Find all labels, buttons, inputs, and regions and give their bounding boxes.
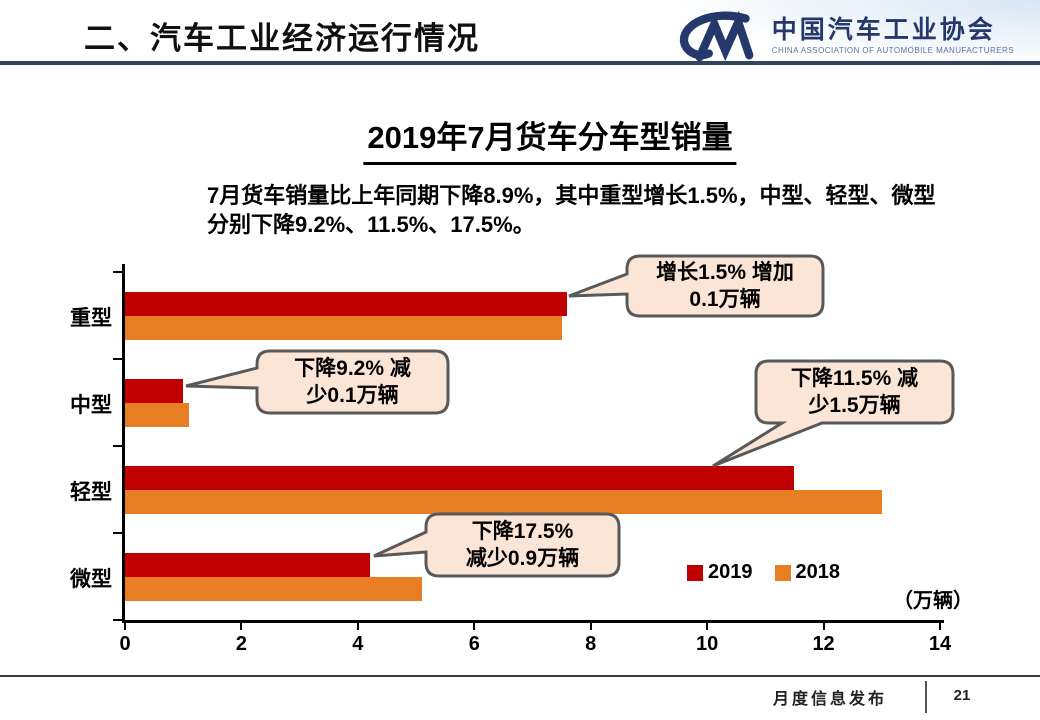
summary-text: 7月货车销量比上年同期下降8.9%，其中重型增长1.5%，中型、轻型、微型分别下… xyxy=(207,183,936,237)
page-title: 二、汽车工业经济运行情况 xyxy=(84,21,480,56)
x-axis-tick xyxy=(240,623,243,630)
legend-swatch-2018 xyxy=(774,564,791,581)
category-label-轻型: 轻型 xyxy=(70,480,112,504)
bar-轻型-2019 xyxy=(125,465,795,490)
legend-item-2019: 2019 xyxy=(687,561,753,584)
x-tick-label: 0 xyxy=(119,633,131,655)
x-axis-line xyxy=(122,620,944,623)
category-label-重型: 重型 xyxy=(70,306,112,330)
x-axis-tick xyxy=(589,623,592,630)
x-tick-label: 4 xyxy=(352,633,364,655)
x-axis-tick xyxy=(356,623,359,630)
bar-轻型-2018 xyxy=(125,489,882,514)
x-axis-tick xyxy=(939,623,941,630)
legend-label-2019: 2019 xyxy=(708,561,753,583)
footer-divider-line xyxy=(0,675,1040,677)
bar-中型-2019 xyxy=(125,378,184,403)
bar-中型-2018 xyxy=(125,402,190,427)
y-axis-tick xyxy=(113,358,123,360)
bar-重型-2018 xyxy=(125,315,562,340)
x-axis-tick xyxy=(124,623,126,630)
page-number: 21 xyxy=(953,687,971,704)
bar-微型-2019 xyxy=(125,552,370,577)
category-label-中型: 中型 xyxy=(70,393,112,417)
bar-重型-2019 xyxy=(125,291,568,316)
caam-monogram-icon xyxy=(679,10,754,62)
header-divider xyxy=(0,61,1040,65)
y-axis-line xyxy=(122,264,125,623)
x-axis-tick xyxy=(822,623,825,630)
caam-name-en: CHINA ASSOCIATION OF AUTOMOBILE MANUFACT… xyxy=(771,46,1014,56)
x-tick-label: 10 xyxy=(696,633,719,655)
x-tick-label: 12 xyxy=(812,633,835,655)
chart-legend: 2019 2018 xyxy=(687,561,840,584)
x-tick-label: 14 xyxy=(928,633,952,655)
y-axis-tick xyxy=(113,445,123,447)
category-label-微型: 微型 xyxy=(70,567,112,591)
x-axis-tick xyxy=(706,623,709,630)
legend-item-2018: 2018 xyxy=(774,561,841,584)
y-axis-tick xyxy=(113,271,123,273)
chart-title: 2019年7月货车分车型销量 xyxy=(363,112,737,165)
footer-label: 月度信息发布 xyxy=(773,691,888,708)
y-axis-tick xyxy=(113,532,123,534)
caam-logo: 中国汽车工业协会 CHINA ASSOCIATION OF AUTOMOBILE… xyxy=(672,7,1014,65)
legend-swatch-2019 xyxy=(687,564,703,581)
x-tick-label: 6 xyxy=(468,633,480,655)
x-tick-label: 2 xyxy=(235,633,247,655)
footer-vertical-divider xyxy=(925,681,927,713)
x-tick-label: 8 xyxy=(585,633,597,655)
y-axis-tick xyxy=(113,619,123,621)
axis-unit-label: （万辆） xyxy=(893,590,973,612)
caam-logo-text: 中国汽车工业协会 CHINA ASSOCIATION OF AUTOMOBILE… xyxy=(771,15,1014,56)
bar-微型-2018 xyxy=(125,576,422,601)
x-axis-tick xyxy=(473,623,476,630)
legend-label-2018: 2018 xyxy=(795,561,841,583)
caam-name-cn: 中国汽车工业协会 xyxy=(771,15,996,44)
